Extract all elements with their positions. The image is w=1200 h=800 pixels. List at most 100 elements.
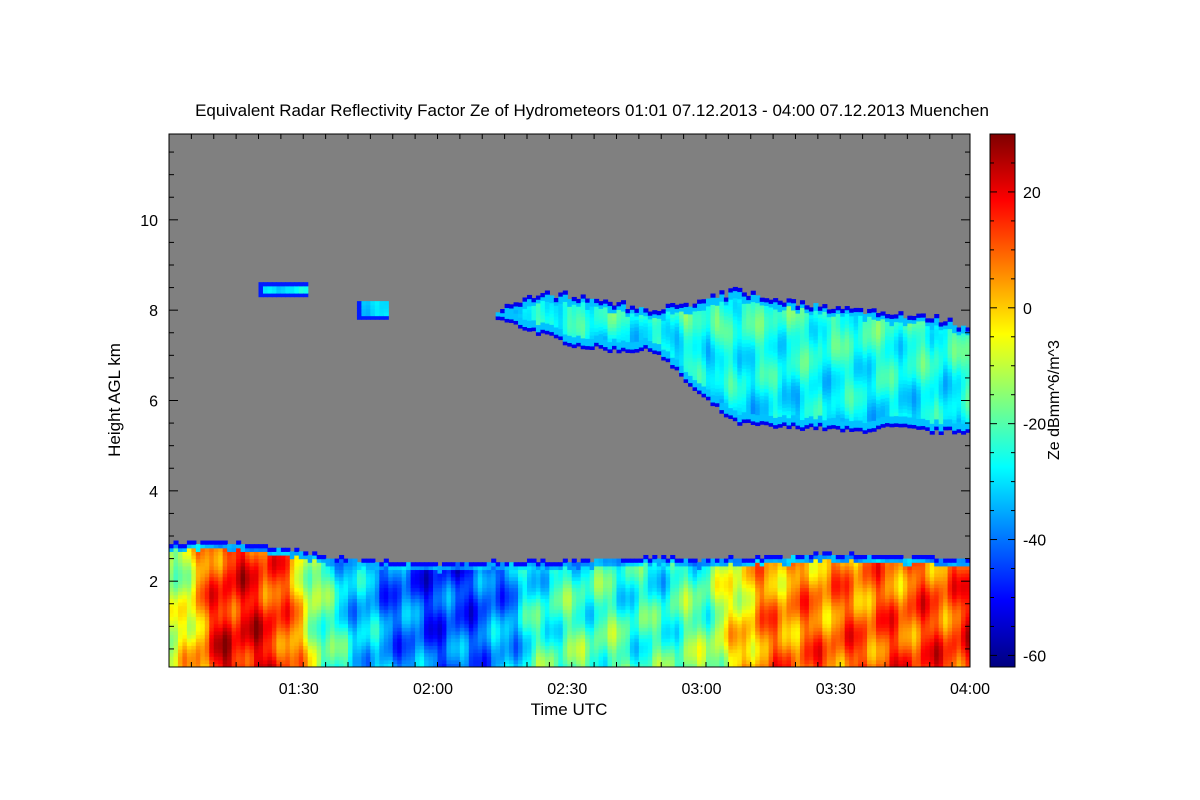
ze-cell [526, 612, 533, 618]
ze-cell [437, 573, 443, 578]
ze-cell [227, 648, 233, 654]
ze-cell [276, 580, 282, 585]
ze-cell [482, 612, 488, 618]
ze-cell [495, 565, 501, 571]
ze-cell [406, 627, 412, 632]
ze-cell [509, 605, 515, 610]
ze-cell [768, 638, 774, 643]
ze-cell [764, 594, 770, 599]
ze-cell [764, 648, 770, 654]
ze-cell [177, 569, 184, 574]
ze-cell [723, 652, 729, 657]
ze-cell [383, 630, 389, 636]
ze-cell [307, 605, 313, 610]
ze-cell [737, 627, 743, 632]
ze-cell [495, 627, 501, 632]
ze-cell [169, 583, 175, 589]
ze-cell [831, 656, 837, 661]
ze-cell [531, 587, 537, 592]
ze-cell [361, 645, 367, 650]
ze-cell [647, 573, 653, 578]
ze-cell [406, 659, 412, 664]
ze-cell [782, 627, 788, 632]
ze-cell [379, 576, 385, 581]
ze-cell [303, 565, 309, 571]
ze-cell [280, 591, 286, 596]
ze-cell [182, 544, 188, 549]
ze-cell [535, 587, 542, 592]
ze-cell [880, 659, 886, 664]
ze-cell [240, 648, 246, 654]
ze-cell [603, 634, 609, 639]
ze-cell [191, 573, 197, 578]
ze-cell [558, 580, 564, 585]
ze-cell [562, 580, 568, 585]
ze-cell [298, 652, 304, 657]
ze-cell [227, 544, 233, 549]
ze-cell [705, 562, 712, 567]
ze-cell [867, 576, 873, 581]
ze-cell [424, 598, 430, 603]
ze-cell [227, 565, 233, 571]
ze-cell [777, 598, 783, 603]
ze-cell [437, 623, 443, 628]
ze-cell [513, 591, 519, 596]
ze-cell [826, 634, 832, 639]
ze-cell [607, 591, 613, 596]
ze-cell [755, 663, 761, 667]
ze-cell [334, 583, 340, 589]
ze-cell [634, 623, 640, 628]
ze-cell [849, 620, 855, 625]
ze-cell [374, 659, 380, 664]
ze-cell [795, 580, 801, 585]
ze-cell [473, 645, 479, 650]
ze-cell [321, 616, 327, 621]
ze-cell [665, 663, 671, 667]
ze-cell [258, 663, 264, 667]
ze-cell [249, 616, 255, 621]
ze-cell [271, 573, 277, 578]
ze-cell [791, 656, 797, 661]
ze-cell [213, 558, 219, 563]
ze-cell [808, 583, 814, 589]
ze-cell [844, 620, 850, 625]
ze-cell [231, 598, 237, 603]
ze-cell [482, 598, 488, 603]
ze-cell [871, 663, 877, 667]
ze-cell [321, 562, 327, 567]
ze-cell [670, 616, 676, 621]
ze-cell [817, 558, 823, 563]
ze-cell [307, 638, 313, 643]
ze-cell [267, 656, 273, 661]
ze-cell [379, 641, 385, 646]
ze-cell [330, 648, 336, 654]
ze-cell [786, 634, 792, 639]
ze-cell [419, 576, 425, 581]
ze-cell [607, 605, 613, 610]
ze-cell [191, 616, 197, 621]
ze-cell [419, 605, 425, 610]
ze-cell [777, 601, 783, 607]
ze-cell [741, 612, 747, 618]
ze-cell [603, 648, 609, 654]
ze-cell [222, 547, 228, 552]
ze-cell [562, 573, 568, 578]
ze-cell [459, 634, 465, 639]
ze-cell [347, 598, 354, 603]
ze-cell [195, 616, 201, 621]
ze-cell [580, 565, 586, 571]
ze-cell [446, 648, 452, 654]
ze-cell [589, 594, 595, 599]
ze-cell [750, 573, 756, 578]
ze-cell [177, 573, 184, 578]
ze-cell [330, 601, 336, 607]
ze-cell [799, 616, 806, 621]
ze-cell [276, 659, 282, 664]
ze-cell [437, 616, 443, 621]
ze-cell [889, 601, 895, 607]
ze-cell [884, 594, 891, 599]
ze-cell [791, 616, 797, 621]
ze-cell [549, 620, 555, 625]
ze-cell [540, 591, 546, 596]
ze-cell [580, 591, 586, 596]
